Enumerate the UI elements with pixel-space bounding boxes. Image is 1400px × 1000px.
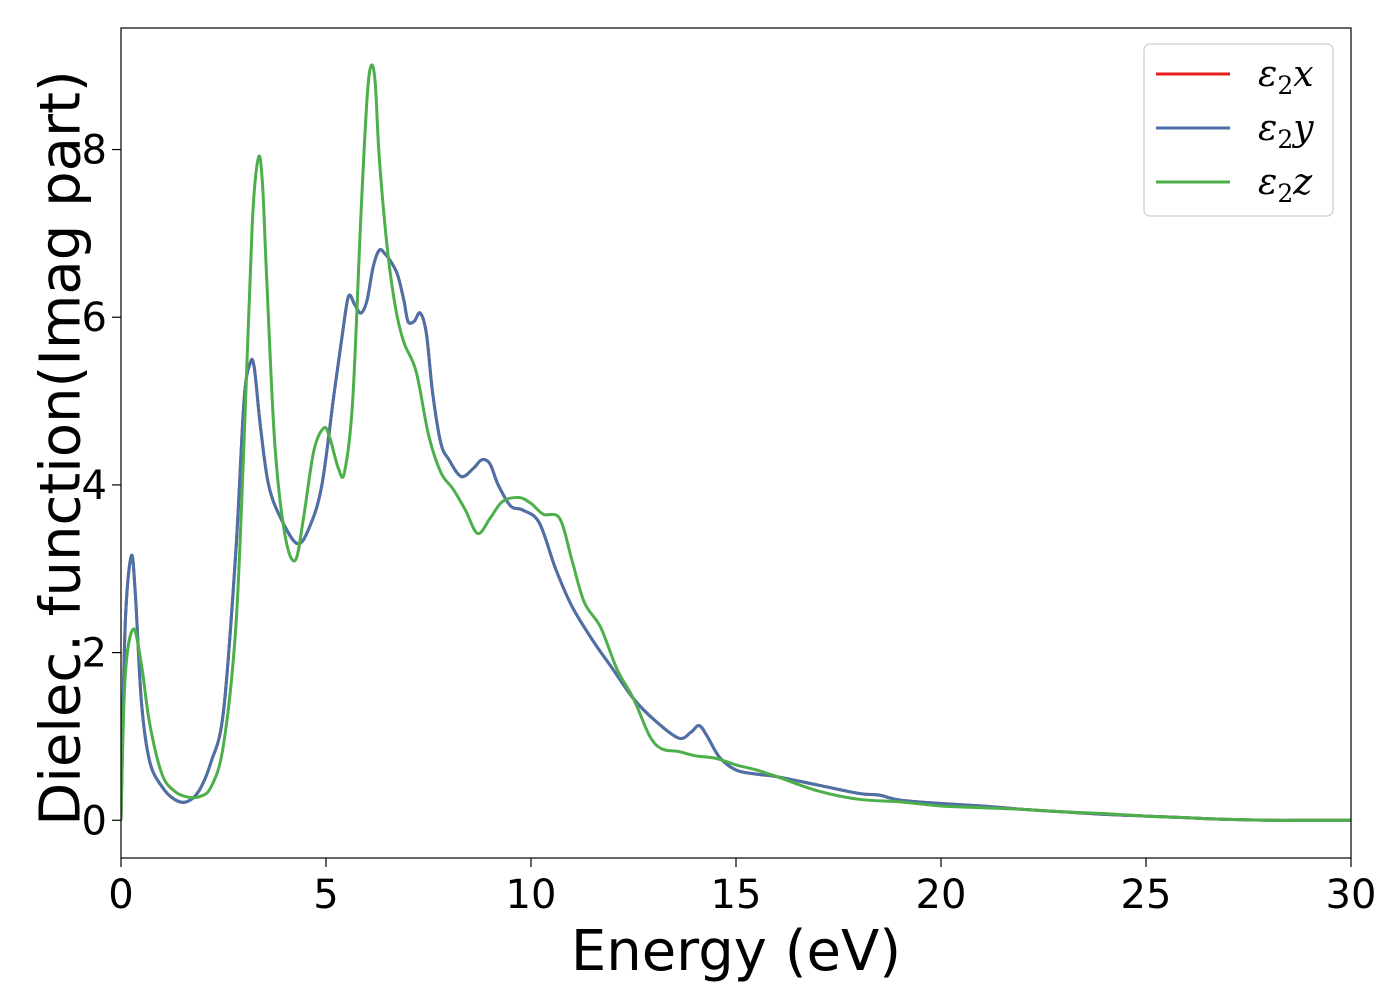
legend-label-y: ε2y: [1258, 108, 1314, 154]
y-axis: 0 2 4 6 8: [82, 128, 121, 844]
legend: ε2x ε2y ε2z: [1143, 43, 1334, 217]
y-tick-label: 4: [82, 463, 107, 509]
x-tick-label: 0: [108, 872, 133, 918]
y-tick-label: 2: [82, 631, 107, 677]
x-axis-title: Energy (eV): [571, 919, 901, 984]
x-tick-label: 30: [1326, 872, 1377, 918]
legend-box: [1143, 43, 1334, 217]
x-axis: 0 5 10 15 20 25 30: [108, 858, 1376, 918]
y-tick-label: 6: [82, 295, 107, 341]
y-tick-label: 0: [82, 798, 107, 844]
x-tick-label: 25: [1121, 872, 1172, 918]
x-tick-label: 20: [916, 872, 967, 918]
y-axis-title: Dielec. function(Imag part): [29, 70, 94, 826]
x-tick-label: 10: [506, 872, 557, 918]
legend-label-x: ε2x: [1258, 54, 1314, 100]
series-layer: [121, 63, 1351, 822]
y-tick-label: 8: [82, 128, 107, 174]
x-tick-label: 5: [313, 872, 338, 918]
x-tick-label: 15: [711, 872, 762, 918]
series-line-y: [121, 248, 1351, 822]
series-line-z: [121, 63, 1351, 822]
legend-label-z: ε2z: [1258, 162, 1313, 208]
